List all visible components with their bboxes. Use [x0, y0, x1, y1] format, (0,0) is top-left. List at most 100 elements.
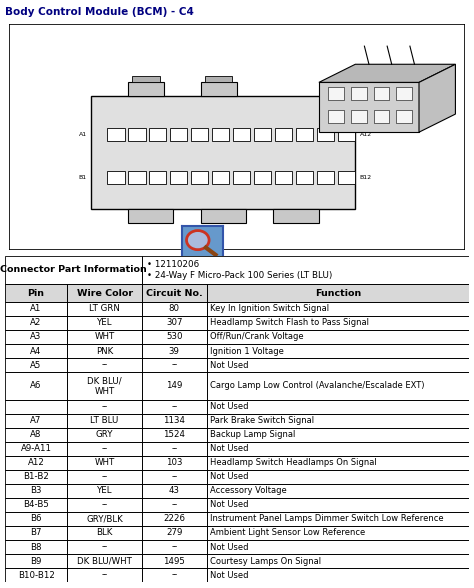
Bar: [67, 413, 142, 427]
Bar: [374, 109, 390, 123]
Text: A4: A4: [30, 346, 42, 356]
Text: • 12110206
• 24-Way F Micro-Pack 100 Series (LT BLU): • 12110206 • 24-Way F Micro-Pack 100 Ser…: [147, 260, 333, 280]
Bar: [142, 456, 207, 470]
Text: --: --: [171, 402, 177, 411]
Bar: [351, 87, 367, 101]
Bar: [5, 568, 67, 582]
Text: --: --: [171, 543, 177, 552]
Text: GRY/BLK: GRY/BLK: [86, 514, 123, 523]
Bar: [67, 456, 142, 470]
Bar: [67, 400, 142, 413]
Bar: [275, 128, 292, 141]
Text: B12: B12: [360, 175, 372, 180]
Text: 149: 149: [166, 382, 182, 390]
Bar: [5, 284, 67, 302]
Bar: [337, 128, 355, 141]
Bar: [337, 171, 355, 184]
Bar: [5, 540, 67, 554]
Text: --: --: [101, 444, 108, 453]
Bar: [67, 330, 142, 344]
Bar: [5, 372, 67, 400]
Text: Park Brake Switch Signal: Park Brake Switch Signal: [210, 416, 314, 425]
Polygon shape: [319, 64, 456, 82]
Bar: [207, 554, 469, 568]
Text: --: --: [171, 500, 177, 509]
Text: 2226: 2226: [163, 514, 185, 523]
Bar: [191, 128, 209, 141]
Text: B9: B9: [30, 557, 42, 566]
Bar: [149, 171, 166, 184]
Text: Courtesy Lamps On Signal: Courtesy Lamps On Signal: [210, 557, 321, 566]
Text: --: --: [171, 444, 177, 453]
Text: --: --: [101, 500, 108, 509]
Bar: [67, 284, 142, 302]
Bar: [67, 512, 142, 526]
Text: 103: 103: [166, 458, 182, 467]
Bar: [142, 284, 207, 302]
Text: A12: A12: [360, 132, 372, 137]
Bar: [142, 400, 207, 413]
Bar: [5, 400, 67, 413]
Text: Wire Color: Wire Color: [76, 289, 133, 298]
Text: BLK: BLK: [96, 529, 113, 537]
Bar: [207, 330, 469, 344]
Bar: [67, 554, 142, 568]
Text: --: --: [101, 570, 108, 580]
Text: A1: A1: [30, 305, 42, 313]
Text: Circuit No.: Circuit No.: [146, 289, 203, 298]
Text: GRY: GRY: [96, 430, 113, 439]
Bar: [207, 413, 469, 427]
Bar: [396, 87, 412, 101]
Bar: [317, 171, 334, 184]
Text: Instrument Panel Lamps Dimmer Switch Low Reference: Instrument Panel Lamps Dimmer Switch Low…: [210, 514, 443, 523]
Text: --: --: [101, 402, 108, 411]
Bar: [296, 128, 313, 141]
Bar: [67, 568, 142, 582]
Bar: [207, 284, 469, 302]
Text: Pin: Pin: [27, 289, 45, 298]
Bar: [142, 526, 207, 540]
Text: Off/Run/Crank Voltage: Off/Run/Crank Voltage: [210, 332, 303, 342]
Bar: [201, 209, 246, 223]
Text: Not Used: Not Used: [210, 402, 248, 411]
Text: --: --: [101, 543, 108, 552]
Bar: [191, 171, 209, 184]
Bar: [275, 171, 292, 184]
Bar: [67, 540, 142, 554]
Bar: [142, 442, 207, 456]
Bar: [207, 442, 469, 456]
Bar: [132, 76, 160, 82]
Bar: [67, 358, 142, 372]
Bar: [170, 128, 187, 141]
Bar: [5, 413, 67, 427]
Bar: [128, 209, 173, 223]
Bar: [5, 256, 142, 284]
Text: A1: A1: [79, 132, 87, 137]
Bar: [142, 413, 207, 427]
Bar: [351, 109, 367, 123]
Text: Connector Part Information: Connector Part Information: [0, 265, 146, 275]
Text: 279: 279: [166, 529, 182, 537]
Bar: [317, 128, 334, 141]
Text: A7: A7: [30, 416, 42, 425]
Text: LT BLU: LT BLU: [91, 416, 119, 425]
Text: B3: B3: [30, 486, 42, 495]
Bar: [67, 498, 142, 512]
Text: Headlamp Switch Flash to Pass Signal: Headlamp Switch Flash to Pass Signal: [210, 319, 369, 328]
Bar: [207, 344, 469, 358]
Bar: [142, 372, 207, 400]
Bar: [374, 87, 390, 101]
Bar: [142, 470, 207, 484]
Text: WHT: WHT: [94, 332, 115, 342]
Bar: [205, 76, 232, 82]
Text: Ambient Light Sensor Low Reference: Ambient Light Sensor Low Reference: [210, 529, 365, 537]
Text: Not Used: Not Used: [210, 360, 248, 370]
Text: Body Control Module (BCM) - C4: Body Control Module (BCM) - C4: [5, 6, 193, 17]
Bar: [67, 284, 142, 302]
Text: B1: B1: [79, 175, 87, 180]
Bar: [67, 484, 142, 498]
Text: B7: B7: [30, 529, 42, 537]
Bar: [142, 330, 207, 344]
Bar: [5, 358, 67, 372]
Bar: [67, 316, 142, 330]
